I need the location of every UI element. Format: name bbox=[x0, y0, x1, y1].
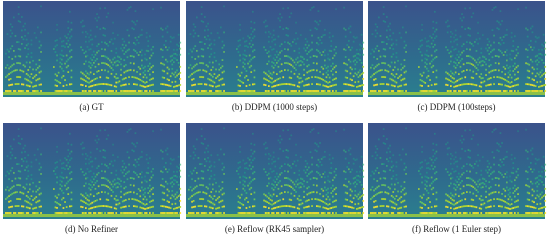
spectrogram-image bbox=[368, 1, 547, 97]
panel-caption: (d) No Refiner bbox=[65, 224, 118, 234]
spectrogram-image bbox=[3, 123, 182, 219]
panel-caption: (c) DDPM (100steps) bbox=[418, 102, 496, 112]
spectrogram-image bbox=[186, 123, 365, 219]
panel-caption: (e) Reflow (RK45 sampler) bbox=[225, 224, 324, 234]
spectrogram-image bbox=[368, 123, 547, 219]
spectrogram-image bbox=[3, 1, 182, 97]
panel-caption: (b) DDPM (1000 steps) bbox=[232, 102, 317, 112]
spectrogram-image bbox=[186, 1, 365, 97]
panel-caption: (a) GT bbox=[79, 102, 104, 112]
panel-caption: (f) Reflow (1 Euler step) bbox=[412, 224, 501, 234]
